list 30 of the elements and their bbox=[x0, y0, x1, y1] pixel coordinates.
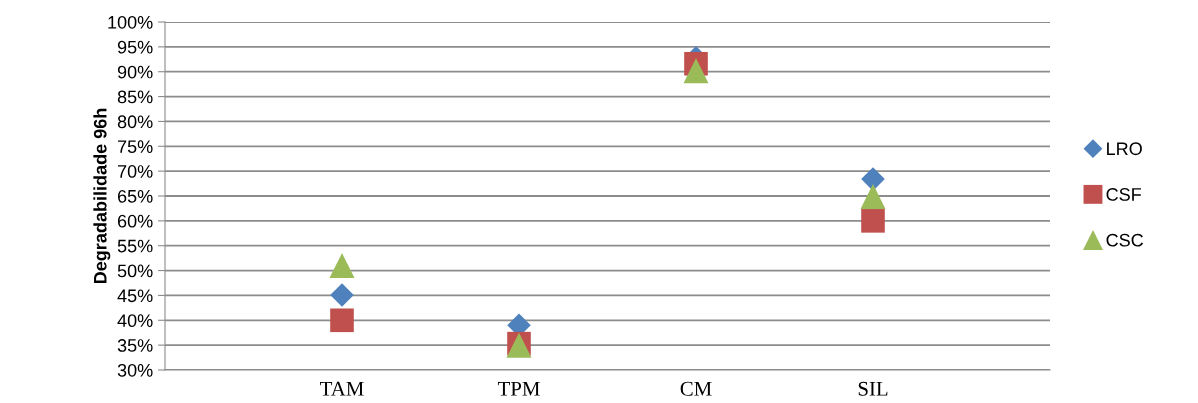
y-tick-label: 90% bbox=[117, 65, 153, 79]
y-axis-title: Degradabilidade 96h bbox=[93, 108, 111, 284]
y-tick-label: 40% bbox=[117, 314, 153, 328]
y-tick-label: 60% bbox=[117, 214, 153, 228]
y-tick-label: 100% bbox=[108, 15, 153, 29]
y-tick-label: 30% bbox=[117, 363, 153, 377]
x-tick-label: TPM bbox=[497, 381, 540, 396]
y-tick-label: 95% bbox=[117, 40, 153, 54]
y-tick-label: 80% bbox=[117, 115, 153, 129]
point bbox=[861, 167, 885, 191]
point bbox=[860, 184, 886, 209]
x-tick-label: TAM bbox=[320, 381, 364, 396]
y-tick-label: 85% bbox=[117, 90, 153, 104]
y-tick-label: 70% bbox=[117, 165, 153, 178]
y-tick-label: 75% bbox=[117, 140, 153, 154]
x-tick-label: CM bbox=[680, 381, 712, 396]
point bbox=[330, 283, 354, 307]
legend-label: LRO bbox=[1107, 142, 1142, 156]
y-tick-label: 55% bbox=[117, 239, 153, 253]
point bbox=[861, 209, 885, 233]
y-tick-label: 35% bbox=[117, 339, 153, 352]
legend-label: CSF bbox=[1106, 188, 1141, 201]
point bbox=[329, 253, 355, 279]
y-tick-label: 45% bbox=[117, 289, 153, 303]
point bbox=[683, 58, 709, 84]
legend-label: CSC bbox=[1106, 233, 1144, 247]
y-tick-label: 65% bbox=[117, 189, 153, 203]
x-tick-label: SIL bbox=[858, 381, 888, 396]
point bbox=[330, 308, 354, 333]
y-tick-label: 50% bbox=[117, 264, 153, 278]
